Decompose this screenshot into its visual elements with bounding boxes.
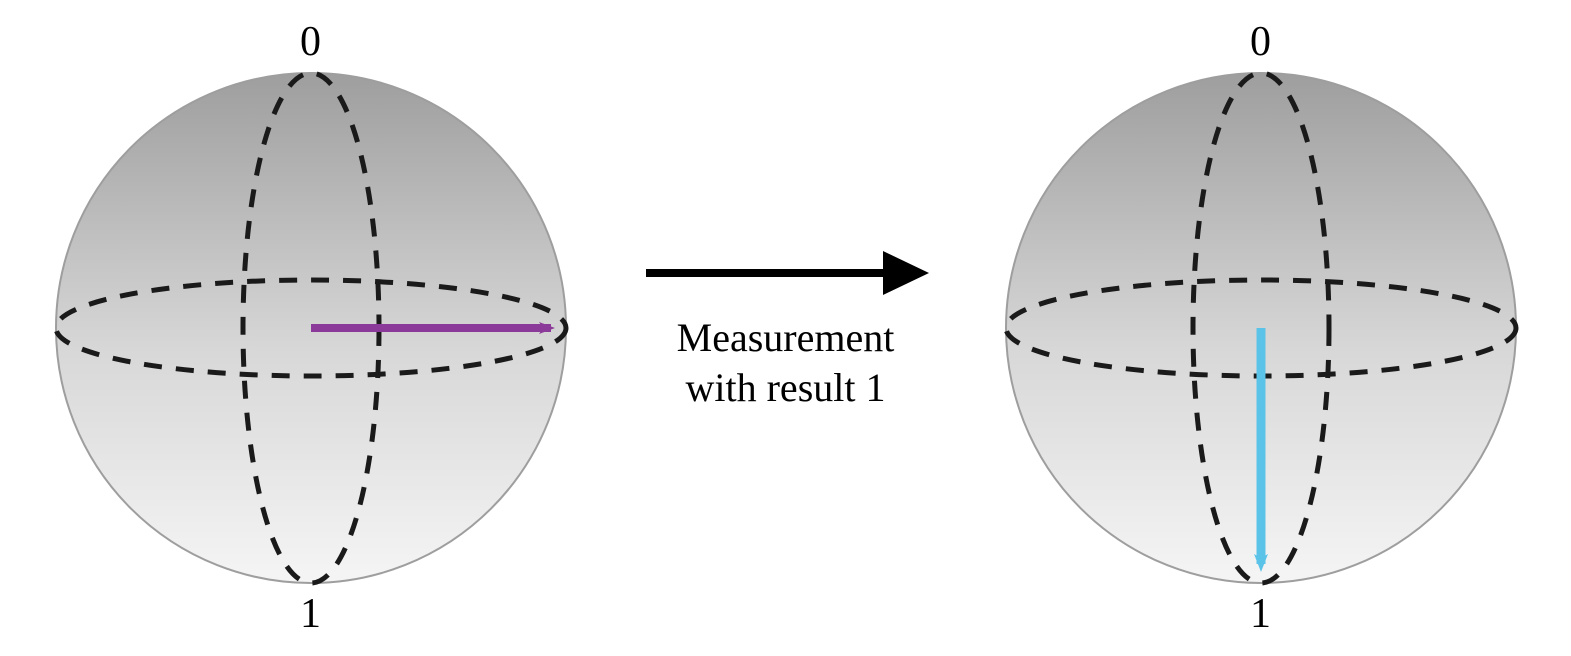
right-bottom-label: 1 xyxy=(1250,590,1271,638)
left-bloch-sphere xyxy=(51,68,571,588)
transition-group: Measurement with result 1 xyxy=(641,243,931,413)
transition-label: Measurement with result 1 xyxy=(677,313,895,413)
right-bloch-sphere xyxy=(1001,68,1521,588)
transition-arrowhead xyxy=(883,251,929,295)
right-bloch-sphere-group: 0 1 xyxy=(1001,68,1521,588)
transition-label-line2: with result 1 xyxy=(686,365,886,410)
transition-arrow xyxy=(641,243,931,303)
left-top-label: 0 xyxy=(300,18,321,66)
left-bottom-label: 1 xyxy=(300,590,321,638)
left-bloch-sphere-group: 0 1 xyxy=(51,68,571,588)
right-top-label: 0 xyxy=(1250,18,1271,66)
transition-label-line1: Measurement xyxy=(677,315,895,360)
diagram-container: 0 1 xyxy=(0,0,1571,656)
